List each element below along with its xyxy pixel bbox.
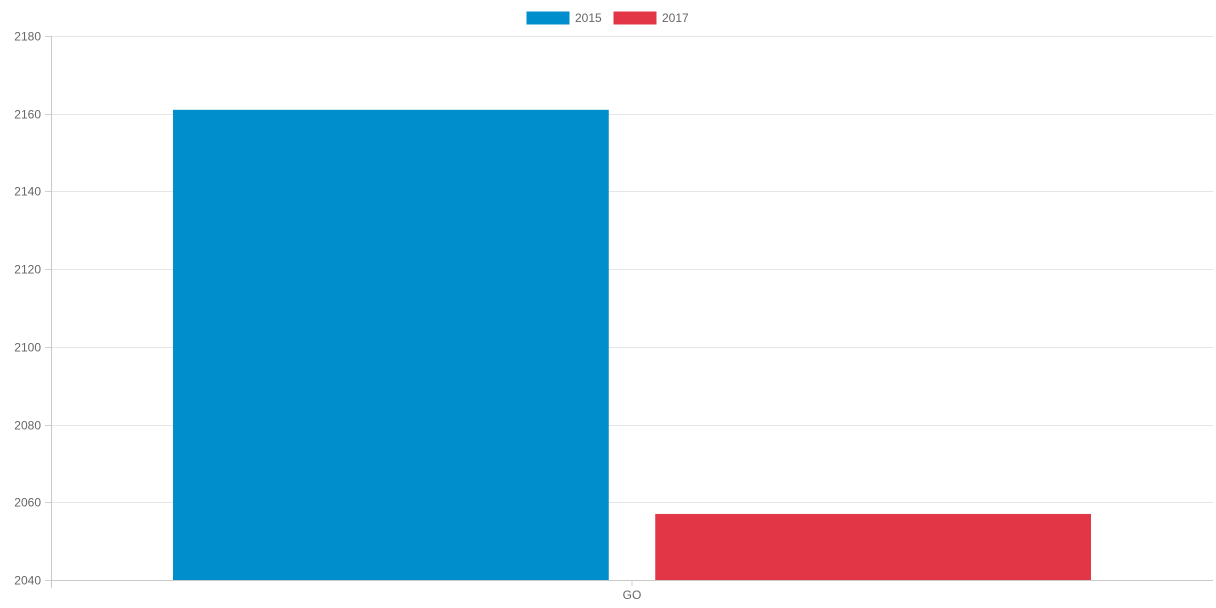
bar-2015-GO[interactable] bbox=[173, 109, 609, 580]
tick-labels: 2040 2060 2080 2100 2120 2140 2160 2180 GO bbox=[14, 30, 641, 603]
legend-label: 2015 bbox=[575, 11, 602, 25]
y-tick-label: 2060 bbox=[14, 496, 41, 510]
y-tick-label: 2100 bbox=[14, 341, 41, 355]
legend-swatch bbox=[612, 10, 658, 26]
legend-item-2015[interactable]: 2015 bbox=[525, 10, 602, 26]
bars bbox=[173, 109, 1091, 580]
bar-2017-GO[interactable] bbox=[655, 513, 1091, 580]
axes bbox=[45, 36, 1213, 588]
legend[interactable]: 2015 2017 bbox=[525, 10, 689, 26]
y-tick-label: 2120 bbox=[14, 263, 41, 277]
y-tick-label: 2080 bbox=[14, 419, 41, 433]
y-tick-label: 2140 bbox=[14, 185, 41, 199]
y-tick-label: 2040 bbox=[14, 574, 41, 588]
legend-swatch bbox=[525, 10, 571, 26]
legend-label: 2017 bbox=[662, 11, 689, 25]
y-tick-label: 2160 bbox=[14, 108, 41, 122]
legend-item-2017[interactable]: 2017 bbox=[612, 10, 689, 26]
y-tick-label: 2180 bbox=[14, 30, 41, 44]
x-tick-label: GO bbox=[623, 588, 642, 602]
